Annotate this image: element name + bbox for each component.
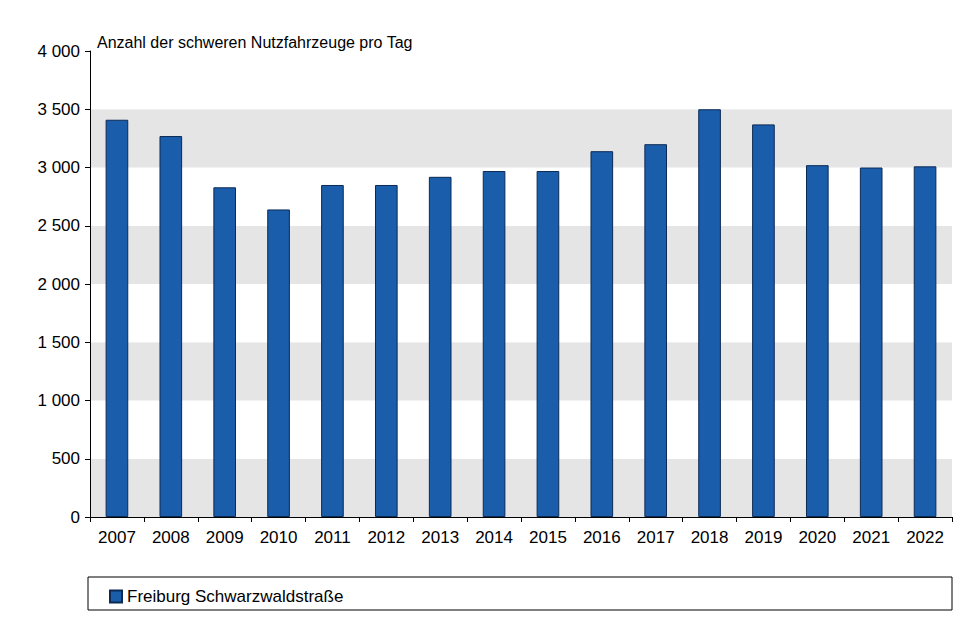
svg-text:2 000: 2 000 bbox=[37, 275, 80, 294]
svg-text:2014: 2014 bbox=[475, 528, 513, 547]
svg-text:2 500: 2 500 bbox=[37, 216, 80, 235]
svg-text:4 000: 4 000 bbox=[37, 42, 80, 61]
svg-text:Freiburg Schwarzwaldstraße: Freiburg Schwarzwaldstraße bbox=[127, 587, 343, 606]
svg-text:2007: 2007 bbox=[98, 528, 136, 547]
svg-text:2022: 2022 bbox=[906, 528, 944, 547]
svg-text:2013: 2013 bbox=[421, 528, 459, 547]
svg-text:1 500: 1 500 bbox=[37, 333, 80, 352]
svg-text:500: 500 bbox=[52, 449, 80, 468]
svg-text:2015: 2015 bbox=[529, 528, 567, 547]
svg-text:1 000: 1 000 bbox=[37, 391, 80, 410]
svg-text:3 500: 3 500 bbox=[37, 100, 80, 119]
svg-text:2017: 2017 bbox=[637, 528, 675, 547]
svg-text:2010: 2010 bbox=[260, 528, 298, 547]
svg-text:2011: 2011 bbox=[314, 528, 351, 547]
svg-text:0: 0 bbox=[71, 508, 80, 527]
svg-text:2016: 2016 bbox=[583, 528, 621, 547]
svg-text:2020: 2020 bbox=[798, 528, 836, 547]
svg-text:2018: 2018 bbox=[691, 528, 729, 547]
svg-text:2009: 2009 bbox=[206, 528, 244, 547]
svg-text:2021: 2021 bbox=[852, 528, 890, 547]
svg-text:3 000: 3 000 bbox=[37, 158, 80, 177]
svg-text:Anzahl der schweren Nutzfahrze: Anzahl der schweren Nutzfahrzeuge pro Ta… bbox=[97, 34, 412, 51]
svg-text:2019: 2019 bbox=[745, 528, 783, 547]
svg-text:2008: 2008 bbox=[152, 528, 190, 547]
svg-text:2012: 2012 bbox=[367, 528, 405, 547]
